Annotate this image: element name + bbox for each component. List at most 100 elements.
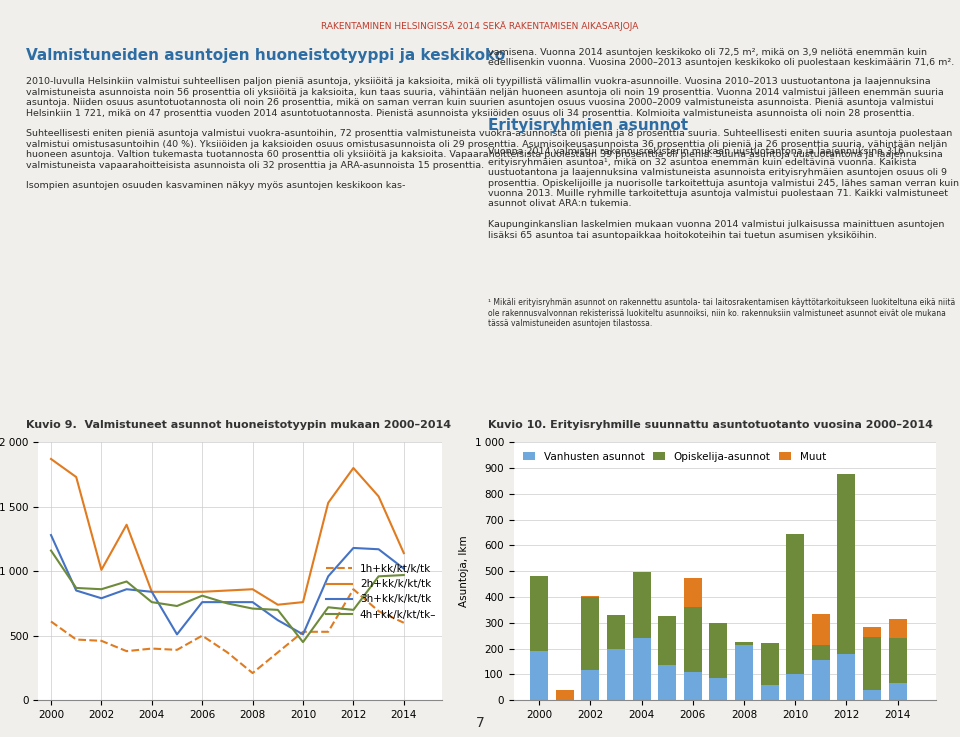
Bar — [760, 685, 779, 700]
Bar — [582, 671, 599, 700]
3h+kk/k/kt/tk — [372, 545, 384, 553]
4h+kk/k/kt/tk– — [121, 577, 132, 586]
3h+kk/k/kt/tk — [298, 630, 309, 639]
4h+kk/k/kt/tk– — [272, 606, 283, 615]
Text: Valmistuneiden asuntojen huoneistotyyppi ja keskikoko: Valmistuneiden asuntojen huoneistotyyppi… — [26, 48, 505, 63]
Bar — [684, 607, 702, 672]
2h+kk/k/kt/tk — [348, 464, 359, 472]
Bar — [530, 576, 548, 652]
Y-axis label: Asuntoja, lkm: Asuntoja, lkm — [459, 535, 468, 607]
Text: Vuonna 2014 valmistui rakennusrekisterin mukaan uustuotantona ja laajennuksina 3: Vuonna 2014 valmistui rakennusrekisterin… — [488, 147, 959, 240]
3h+kk/k/kt/tk — [247, 598, 258, 607]
2h+kk/k/kt/tk — [96, 565, 108, 574]
4h+kk/k/kt/tk– — [45, 546, 57, 555]
1h+kk/kt/k/tk — [121, 647, 132, 656]
Line: 2h+kk/k/kt/tk: 2h+kk/k/kt/tk — [51, 459, 404, 604]
Bar — [812, 614, 829, 645]
Legend: 1h+kk/kt/k/tk, 2h+kk/k/kt/tk, 3h+kk/k/kt/tk, 4h+kk/k/kt/tk–: 1h+kk/kt/k/tk, 2h+kk/k/kt/tk, 3h+kk/k/kt… — [325, 564, 437, 620]
3h+kk/k/kt/tk — [96, 594, 108, 603]
Text: RAKENTAMINEN HELSINGISSÄ 2014 SEKÄ RAKENTAMISEN AIKASARJOJA: RAKENTAMINEN HELSINGISSÄ 2014 SEKÄ RAKEN… — [322, 21, 638, 30]
1h+kk/kt/k/tk — [247, 668, 258, 677]
1h+kk/kt/k/tk — [272, 648, 283, 657]
3h+kk/k/kt/tk — [348, 544, 359, 553]
Bar — [786, 674, 804, 700]
2h+kk/k/kt/tk — [197, 587, 208, 596]
Bar — [889, 619, 906, 638]
Text: Kuvio 9.  Valmistuneet asunnot huoneistotyypin mukaan 2000–2014: Kuvio 9. Valmistuneet asunnot huoneistot… — [26, 420, 451, 430]
1h+kk/kt/k/tk — [197, 631, 208, 640]
1h+kk/kt/k/tk — [222, 648, 233, 657]
Bar — [735, 645, 753, 700]
4h+kk/k/kt/tk– — [171, 601, 182, 610]
Bar — [863, 690, 881, 700]
Bar — [556, 690, 574, 700]
Bar — [735, 642, 753, 645]
2h+kk/k/kt/tk — [398, 549, 410, 558]
1h+kk/kt/k/tk — [45, 617, 57, 626]
Bar — [837, 475, 855, 654]
2h+kk/k/kt/tk — [298, 598, 309, 607]
3h+kk/k/kt/tk — [45, 531, 57, 539]
Bar — [684, 578, 702, 607]
Bar — [812, 660, 829, 700]
Bar — [709, 678, 728, 700]
4h+kk/k/kt/tk– — [96, 585, 108, 594]
Bar — [889, 638, 906, 683]
1h+kk/kt/k/tk — [323, 627, 334, 636]
1h+kk/kt/k/tk — [298, 627, 309, 636]
2h+kk/k/kt/tk — [45, 455, 57, 464]
3h+kk/k/kt/tk — [171, 630, 182, 639]
Line: 4h+kk/k/kt/tk–: 4h+kk/k/kt/tk– — [51, 551, 404, 642]
3h+kk/k/kt/tk — [121, 585, 132, 594]
Bar — [760, 643, 779, 685]
Bar — [659, 616, 676, 666]
1h+kk/kt/k/tk — [171, 646, 182, 654]
Bar — [837, 654, 855, 700]
Text: ¹ Mikäli erityisryhmän asunnot on rakennettu asuntola- tai laitosrakentamisen kä: ¹ Mikäli erityisryhmän asunnot on rakenn… — [488, 298, 955, 328]
1h+kk/kt/k/tk — [372, 607, 384, 615]
Bar — [530, 652, 548, 700]
Text: Erityisryhmien asunnot: Erityisryhmien asunnot — [488, 118, 687, 133]
4h+kk/k/kt/tk– — [70, 584, 82, 593]
1h+kk/kt/k/tk — [398, 618, 410, 627]
3h+kk/k/kt/tk — [222, 598, 233, 607]
2h+kk/k/kt/tk — [272, 600, 283, 609]
2h+kk/k/kt/tk — [372, 492, 384, 501]
2h+kk/k/kt/tk — [171, 587, 182, 596]
2h+kk/k/kt/tk — [323, 498, 334, 507]
2h+kk/k/kt/tk — [121, 520, 132, 529]
Bar — [607, 649, 625, 700]
Bar — [863, 637, 881, 690]
4h+kk/k/kt/tk– — [197, 591, 208, 600]
Bar — [633, 638, 651, 700]
Line: 3h+kk/k/kt/tk: 3h+kk/k/kt/tk — [51, 535, 404, 635]
2h+kk/k/kt/tk — [222, 586, 233, 595]
4h+kk/k/kt/tk– — [323, 603, 334, 612]
2h+kk/k/kt/tk — [247, 585, 258, 594]
4h+kk/k/kt/tk– — [372, 572, 384, 581]
3h+kk/k/kt/tk — [197, 598, 208, 607]
3h+kk/k/kt/tk — [272, 616, 283, 625]
Bar — [582, 595, 599, 597]
Bar — [659, 666, 676, 700]
3h+kk/k/kt/tk — [398, 565, 410, 573]
Bar — [684, 672, 702, 700]
2h+kk/k/kt/tk — [146, 587, 157, 596]
Bar — [889, 683, 906, 700]
Bar — [812, 645, 829, 660]
Text: 7: 7 — [475, 716, 485, 730]
3h+kk/k/kt/tk — [323, 572, 334, 581]
Legend: Vanhusten asunnot, Opiskelija-asunnot, Muut: Vanhusten asunnot, Opiskelija-asunnot, M… — [518, 447, 830, 466]
4h+kk/k/kt/tk– — [247, 604, 258, 613]
Bar — [633, 573, 651, 638]
2h+kk/k/kt/tk — [70, 472, 82, 481]
4h+kk/k/kt/tk– — [146, 598, 157, 607]
Bar — [786, 534, 804, 674]
Bar — [582, 597, 599, 671]
1h+kk/kt/k/tk — [96, 637, 108, 646]
Text: Kuvio 10. Erityisryhmille suunnattu asuntotuotanto vuosina 2000–2014: Kuvio 10. Erityisryhmille suunnattu asun… — [488, 420, 933, 430]
Text: 2010-luvulla Helsinkiin valmistui suhteellisen paljon pieniä asuntoja, yksiiöitä: 2010-luvulla Helsinkiin valmistui suhtee… — [26, 77, 952, 190]
4h+kk/k/kt/tk– — [298, 638, 309, 646]
Bar — [607, 615, 625, 649]
4h+kk/k/kt/tk– — [222, 599, 233, 608]
